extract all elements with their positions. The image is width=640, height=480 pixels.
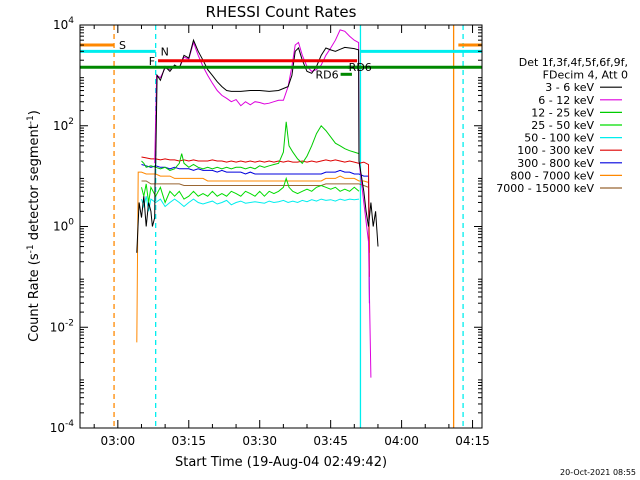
legend-entry-label: 100 - 300 keV — [517, 144, 594, 157]
legend-entry-label: 3 - 6 keV — [545, 81, 594, 94]
legend: Det 1f,3f,4f,5f,6f,9f,FDecim 4, Att 03 -… — [496, 56, 628, 195]
series-line — [141, 164, 370, 304]
chart-title: RHESSI Count Rates — [206, 3, 357, 21]
series-line — [136, 38, 379, 253]
legend-entry-label: 300 - 800 keV — [517, 157, 594, 170]
x-tick-label: 04:00 — [384, 434, 419, 448]
legend-entry-label: 12 - 25 keV — [531, 106, 594, 119]
x-axis-label: Start Time (19-Aug-04 02:49:42) — [175, 455, 387, 470]
y-axis-label: Count Rate (s-1 detector segment-1) — [26, 110, 42, 342]
legend-entry-label: 50 - 100 keV — [524, 132, 594, 145]
x-tick-label: 03:15 — [171, 434, 206, 448]
legend-entry-label: 25 - 50 keV — [531, 119, 594, 132]
x-tick-label: 03:30 — [242, 434, 277, 448]
state-bar-label: S — [119, 39, 126, 52]
x-tick-label: 03:45 — [313, 434, 348, 448]
y-tick-label: 10-4 — [50, 419, 75, 435]
series-line — [141, 176, 360, 204]
series-line — [141, 180, 369, 188]
series-line — [141, 196, 360, 212]
state-bar-label: N — [161, 45, 169, 58]
x-tick-label: 03:00 — [101, 434, 136, 448]
legend-header: FDecim 4, Att 0 — [543, 69, 628, 82]
series-line — [136, 171, 370, 343]
y-tick-label: 104 — [53, 16, 74, 32]
legend-header: Det 1f,3f,4f,5f,6f,9f, — [519, 56, 628, 69]
y-tick-label: 102 — [53, 117, 74, 133]
series-line — [141, 121, 360, 171]
state-bar-label: RD6 — [349, 61, 372, 74]
state-bar-label: F — [149, 55, 155, 68]
x-tick-label: 04:15 — [455, 434, 490, 448]
y-tick-label: 100 — [53, 218, 74, 234]
legend-entry-label: 800 - 7000 keV — [510, 169, 594, 182]
y-tick-label: 10-2 — [50, 318, 74, 334]
legend-entry-label: 6 - 12 keV — [538, 94, 594, 107]
state-bar-label: RD6 — [315, 68, 338, 81]
legend-entry-label: 7000 - 15000 keV — [496, 182, 594, 195]
footer-timestamp: 20-Oct-2021 08:55 — [560, 468, 636, 477]
